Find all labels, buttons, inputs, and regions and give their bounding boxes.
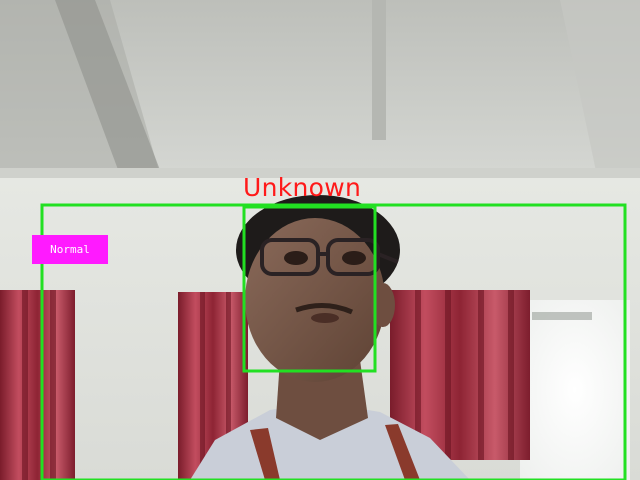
face-detection-box [242,205,377,373]
face-recognition-label: Unknown [243,173,362,202]
body-detection-box [40,203,627,480]
status-badge: Normal [32,235,108,264]
